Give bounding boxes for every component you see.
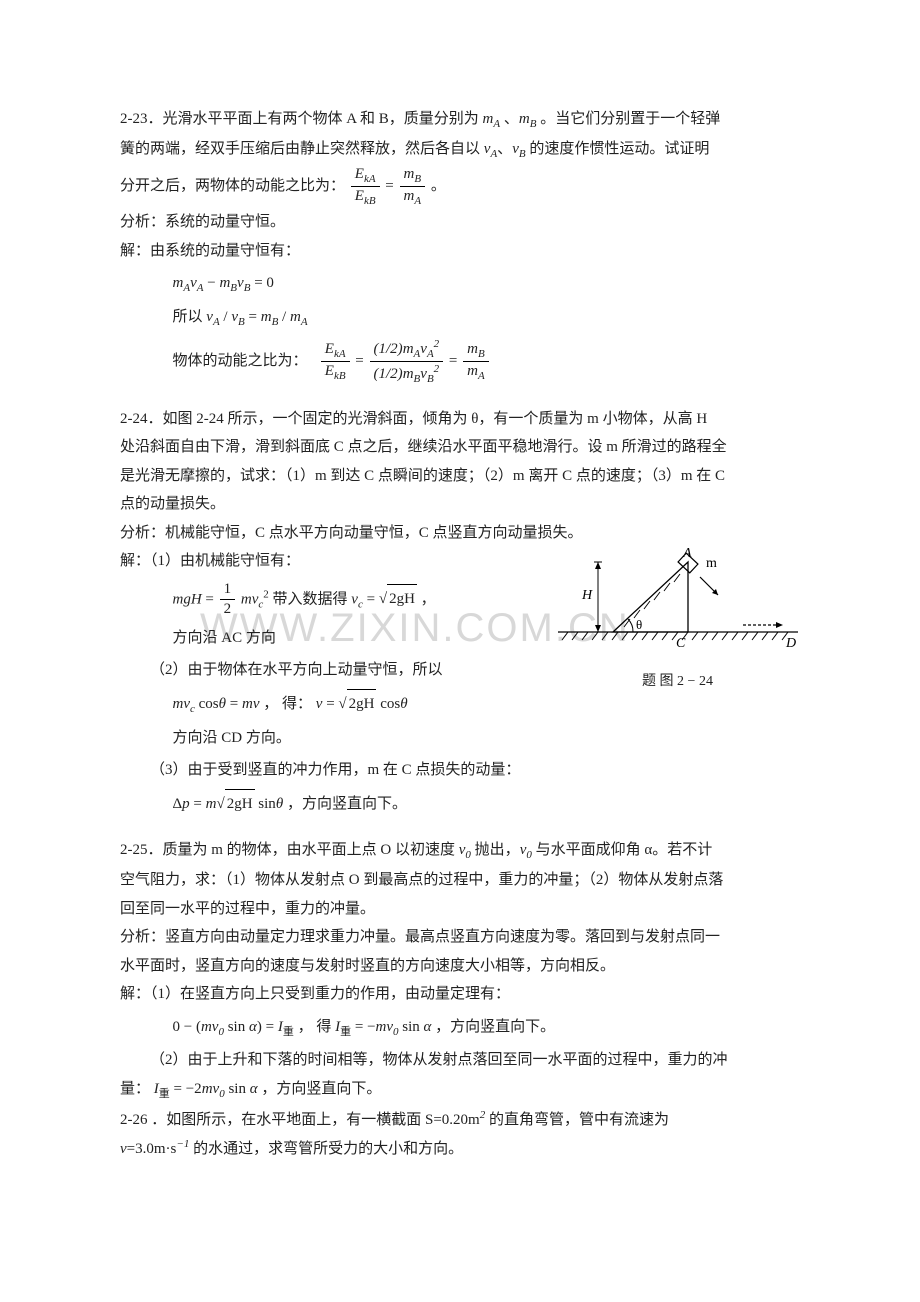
figure-2-24: A m H θ C D 题 图 2 − 24 xyxy=(555,547,800,691)
vA: vA xyxy=(484,141,497,157)
text: 的水通过，求弯管所受力的大小和方向。 xyxy=(189,1141,463,1157)
text: 抛出， xyxy=(471,842,520,858)
text: 。当它们分别置于一个轻弹 xyxy=(540,111,720,127)
text: 分开之后，两物体的动能之比为： xyxy=(120,178,345,194)
p224-sol3: （3）由于受到竖直的冲力作用，m 在 C 点损失的动量： xyxy=(120,756,800,785)
label-m: m xyxy=(706,556,717,571)
p225-sol2a: （2）由于上升和下落的时间相等，物体从发射点落回至同一水平面的过程中，重力的冲 xyxy=(120,1046,800,1075)
p224-line3: 是光滑无摩擦的，试求：（1）m 到达 C 点瞬间的速度；（2）m 离开 C 点的… xyxy=(120,462,800,491)
p223-line2: 簧的两端，经双手压缩后由静止突然释放，然后各自以 vA、vB 的速度作惯性运动。… xyxy=(120,135,800,165)
frac-m: mB mA xyxy=(400,165,426,209)
p223-sol1: 解：由系统的动量守恒有： xyxy=(120,237,800,266)
p224-line1: 2-24．如图 2-24 所示，一个固定的光滑斜面，倾角为 θ，有一个质量为 m… xyxy=(120,405,800,434)
text: 的速度作惯性运动。试证明 xyxy=(526,141,710,157)
text: 与水平面成仰角 α。若不计 xyxy=(532,842,712,858)
fig-caption: 题 图 2 − 24 xyxy=(555,672,800,692)
p223-line1: 2-23．光滑水平平面上有两个物体 A 和 B，质量分别为 mA 、mB 。当它… xyxy=(120,105,800,135)
p224-line4: 点的动量损失。 xyxy=(120,490,800,519)
p224-analysis: 分析：机械能守恒，C 点水平方向动量守恒，C 点竖直方向动量损失。 xyxy=(120,519,800,548)
p225-analysis1: 分析：竖直方向由动量定力理求重力冲量。最高点竖直方向速度为零。落回到与发射点同一 xyxy=(120,923,800,952)
p223-eq1: mAvA − mBvB = 0 xyxy=(173,269,801,299)
p225-solhead: 解：（1）在竖直方向上只受到重力的作用，由动量定理有： xyxy=(120,980,800,1009)
p224-cddir: 方向沿 CD 方向。 xyxy=(173,724,801,753)
p226-line2: v=3.0m·s−1 的水通过，求弯管所受力的大小和方向。 xyxy=(120,1134,800,1164)
sep: 、 xyxy=(504,111,519,127)
frac-Ek: EkA EkB xyxy=(351,165,380,209)
text: =3.0m·s xyxy=(127,1141,177,1157)
expn1: −1 xyxy=(176,1138,189,1150)
p223-eq2: 所以 vA / vB = mB / mA xyxy=(173,303,801,333)
p225-line3: 回至同一水平的过程中，重力的冲量。 xyxy=(120,895,800,924)
v: v xyxy=(120,1141,127,1157)
mB: mB xyxy=(519,111,537,127)
label-D: D xyxy=(785,636,796,651)
text: 簧的两端，经双手压缩后由静止突然释放，然后各自以 xyxy=(120,141,484,157)
text: ，方向竖直向下。 xyxy=(261,1081,381,1097)
p223-eq3: 物体的动能之比为： EkA EkB = (1/2)mAvA2 (1/2)mBvB… xyxy=(173,337,801,387)
p226-line1: 2-26 ．如图所示，在水平地面上，有一横截面 S=0.20m2 的直角弯管，管… xyxy=(120,1105,800,1135)
p223-line3: 分开之后，两物体的动能之比为： EkA EkB = mB mA 。 xyxy=(120,165,800,209)
text: 2-25．质量为 m 的物体，由水平面上点 O 以初速度 xyxy=(120,842,459,858)
p225-line1: 2-25．质量为 m 的物体，由水平面上点 O 以初速度 v0 抛出，v0 与水… xyxy=(120,836,800,866)
p225-sol2b: 量： I重 = −2mv0 sin α ，方向竖直向下。 xyxy=(120,1075,800,1105)
text: 2-26 ．如图所示，在水平地面上，有一横截面 S=0.20m xyxy=(120,1112,480,1128)
p224-line2: 处沿斜面自由下滑，滑到斜面底 C 点之后，继续沿水平面平稳地滑行。设 m 所滑过… xyxy=(120,433,800,462)
label-C: C xyxy=(676,636,686,651)
text: 的直角弯管，管中有流速为 xyxy=(485,1112,669,1128)
label-theta: θ xyxy=(636,617,642,632)
text: 2-23．光滑水平平面上有两个物体 A 和 B，质量分别为 xyxy=(120,111,483,127)
p225-eq1: 0 − (mv0 sin α) = I重 ， 得 I重 = −mv0 sin α… xyxy=(173,1013,801,1043)
p223-analysis: 分析：系统的动量守恒。 xyxy=(120,208,800,237)
period: 。 xyxy=(431,178,446,194)
p225-line2: 空气阻力，求：（1）物体从发射点 O 到最高点的过程中，重力的冲量；（2）物体从… xyxy=(120,866,800,895)
p225-analysis2: 水平面时，竖直方向的速度与发射时竖直的方向速度大小相等，方向相反。 xyxy=(120,952,800,981)
p224-eq3: Δp = m2gH sinθ ，方向竖直向下。 xyxy=(173,789,801,819)
label-H: H xyxy=(581,588,593,603)
eq: = xyxy=(385,178,397,194)
text: 量： xyxy=(120,1081,150,1097)
label-A: A xyxy=(682,547,692,561)
mA: mA xyxy=(483,111,501,127)
vB: vB xyxy=(512,141,525,157)
incline-diagram: A m H θ C D xyxy=(558,547,798,657)
p224-eq2: mvc cosθ = mv ， 得： v = 2gH cosθ xyxy=(173,689,801,720)
